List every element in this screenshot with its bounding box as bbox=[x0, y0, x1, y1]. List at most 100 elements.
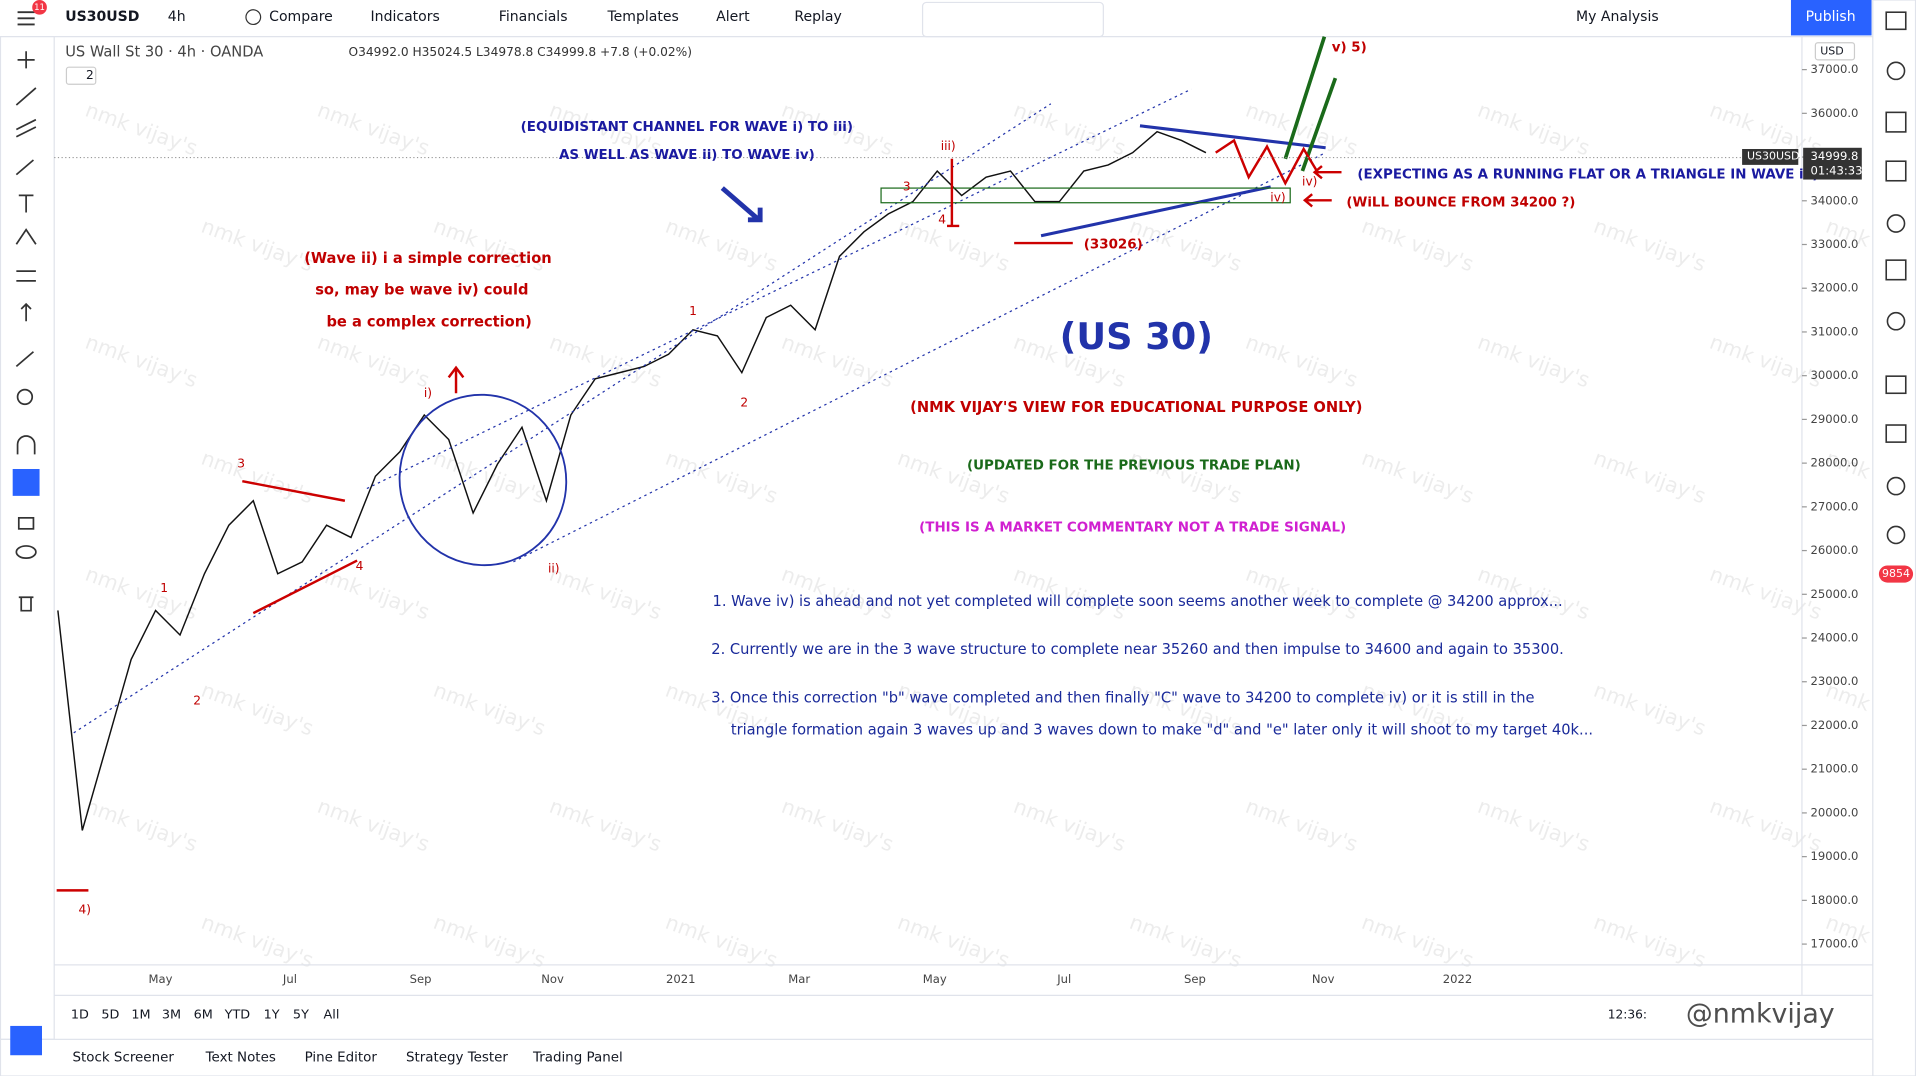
alerts-count: 9854 bbox=[1882, 567, 1910, 580]
y-tick-label: 31000.0 bbox=[1810, 324, 1858, 338]
annotation: (EQUIDISTANT CHANNEL FOR WAVE i) TO iii) bbox=[521, 120, 853, 135]
watermark: nmk vijay's bbox=[1126, 910, 1244, 973]
x-tick-label: Jul bbox=[1056, 972, 1071, 986]
note: 1. Wave iv) is ahead and not yet complet… bbox=[713, 593, 1563, 610]
range-button[interactable]: 1D bbox=[71, 1007, 89, 1022]
y-tick-label: 24000.0 bbox=[1810, 631, 1858, 645]
annotation: so, may be wave iv) could bbox=[315, 282, 528, 299]
logo-button[interactable] bbox=[10, 1025, 42, 1056]
alert-button[interactable]: Alert bbox=[716, 9, 750, 25]
annotation: (THIS IS A MARKET COMMENTARY NOT A TRADE… bbox=[919, 521, 1346, 536]
wave-label: i) bbox=[424, 386, 432, 400]
notification-count: 11 bbox=[34, 3, 45, 13]
templates-button[interactable]: Templates bbox=[606, 9, 678, 25]
watermark: nmk vijay's bbox=[894, 214, 1012, 277]
x-tick-label: Nov bbox=[541, 972, 564, 986]
y-tick-label: 32000.0 bbox=[1810, 281, 1858, 295]
right-toolbar bbox=[1872, 0, 1916, 1076]
watermark: nmk vijay's bbox=[1359, 214, 1477, 277]
wave-label: 1 bbox=[160, 581, 168, 595]
publish-button[interactable]: Publish bbox=[1806, 9, 1856, 25]
y-tick-label: 36000.0 bbox=[1810, 106, 1858, 120]
watermark: nmk vijay's bbox=[778, 794, 896, 857]
watermark: nmk vijay's bbox=[894, 446, 1012, 509]
wave-label: 3 bbox=[903, 179, 911, 193]
menu-icon[interactable] bbox=[17, 11, 35, 26]
watermark: nmk vijay's bbox=[778, 330, 896, 393]
last-price: 34999.8 bbox=[1810, 149, 1858, 163]
y-tick-label: 27000.0 bbox=[1810, 499, 1858, 513]
x-tick-label: Sep bbox=[1184, 972, 1206, 986]
x-tick-label: Nov bbox=[1312, 972, 1335, 986]
y-tick-label: 30000.0 bbox=[1810, 368, 1858, 382]
x-tick-label: 2022 bbox=[1443, 972, 1473, 986]
legend-count[interactable]: 2 bbox=[86, 68, 94, 82]
watermark: nmk vijay's bbox=[1010, 98, 1128, 161]
y-tick-label: 28000.0 bbox=[1810, 456, 1858, 470]
watermark: nmk vijay's bbox=[198, 446, 316, 509]
bottom-panel bbox=[0, 1038, 1874, 1076]
watermark: nmk vijay's bbox=[1242, 794, 1360, 857]
watermark: nmk vijay's bbox=[662, 910, 780, 973]
symbol-search[interactable]: US30USD bbox=[65, 9, 139, 25]
interval[interactable]: 4h bbox=[168, 9, 186, 25]
watermark: nmk vijay's bbox=[82, 562, 200, 625]
watermark: nmk vijay's bbox=[1359, 446, 1477, 509]
symbol-tag: US30USD bbox=[1747, 149, 1799, 162]
watermark: nmk vijay's bbox=[662, 446, 780, 509]
range-button[interactable]: All bbox=[324, 1007, 340, 1022]
wave-label: 2 bbox=[193, 694, 201, 708]
watermark: nmk vijay's bbox=[82, 330, 200, 393]
range-button[interactable]: 3M bbox=[162, 1007, 181, 1022]
x-tick-label: May bbox=[148, 972, 172, 986]
watermark: nmk vijay's bbox=[198, 678, 316, 741]
wave-label: iv) bbox=[1302, 174, 1317, 188]
x-tick-label: Mar bbox=[788, 972, 810, 986]
legend-title: US Wall St 30 · 4h · OANDA bbox=[65, 44, 263, 61]
range-button[interactable]: YTD bbox=[224, 1007, 251, 1022]
currency[interactable]: USD bbox=[1820, 44, 1843, 57]
watermark: nmk vijay's bbox=[1010, 794, 1128, 857]
x-tick-label: 2021 bbox=[666, 972, 696, 986]
range-button[interactable]: 1Y bbox=[264, 1007, 280, 1022]
wave-label: 2 bbox=[740, 396, 748, 410]
watermark: nmk vijay's bbox=[1359, 910, 1477, 973]
watermark: nmk vijay's bbox=[1126, 446, 1244, 509]
watermark: nmk vijay's bbox=[314, 562, 432, 625]
watermark: nmk vijay's bbox=[1591, 446, 1709, 509]
clock: 12:36: bbox=[1608, 1007, 1647, 1021]
watermark: nmk vijay's bbox=[1475, 98, 1593, 161]
range-button[interactable]: 6M bbox=[194, 1007, 213, 1022]
left-toolbar bbox=[0, 36, 55, 1040]
range-button[interactable]: 5Y bbox=[293, 1007, 309, 1022]
range-button[interactable]: 5D bbox=[101, 1007, 119, 1022]
watermark: nmk vijay's bbox=[894, 910, 1012, 973]
layout-menu[interactable]: My Analysis bbox=[1576, 9, 1659, 25]
range-button[interactable]: 1M bbox=[131, 1007, 150, 1022]
note: 3. Once this correction "b" wave complet… bbox=[711, 690, 1534, 707]
watermark: nmk vijay's bbox=[1475, 794, 1593, 857]
notification-badge bbox=[32, 0, 47, 15]
panel-tab[interactable]: Stock Screener bbox=[73, 1051, 175, 1066]
watermark: nmk vijay's bbox=[1475, 330, 1593, 393]
panel-tab[interactable]: Text Notes bbox=[205, 1051, 276, 1066]
y-tick-label: 33000.0 bbox=[1810, 237, 1858, 251]
y-tick-label: 23000.0 bbox=[1810, 674, 1858, 688]
indicators-button[interactable]: Indicators bbox=[371, 9, 440, 25]
panel-tab[interactable]: Pine Editor bbox=[305, 1051, 378, 1066]
replay-button[interactable]: Replay bbox=[794, 9, 841, 25]
watermark: nmk vijay's bbox=[1591, 678, 1709, 741]
y-tick-label: 37000.0 bbox=[1810, 62, 1858, 76]
financials-button[interactable]: Financials bbox=[499, 9, 568, 25]
compare-button[interactable]: Compare bbox=[269, 9, 333, 25]
watermark: nmk vijay's bbox=[1591, 910, 1709, 973]
annotation: (Wave ii) i a simple correction bbox=[304, 250, 551, 267]
legend-ohlc: O34992.0 H35024.5 L34978.8 C34999.8 +7.8… bbox=[349, 45, 693, 59]
wave-label: ii) bbox=[548, 562, 560, 576]
panel-tab[interactable]: Strategy Tester bbox=[406, 1051, 508, 1066]
y-tick-label: 22000.0 bbox=[1810, 718, 1858, 732]
panel-tab[interactable]: Trading Panel bbox=[532, 1051, 623, 1066]
watermark: nmk vijay's bbox=[430, 678, 548, 741]
watermark: nmk vijay's bbox=[82, 98, 200, 161]
